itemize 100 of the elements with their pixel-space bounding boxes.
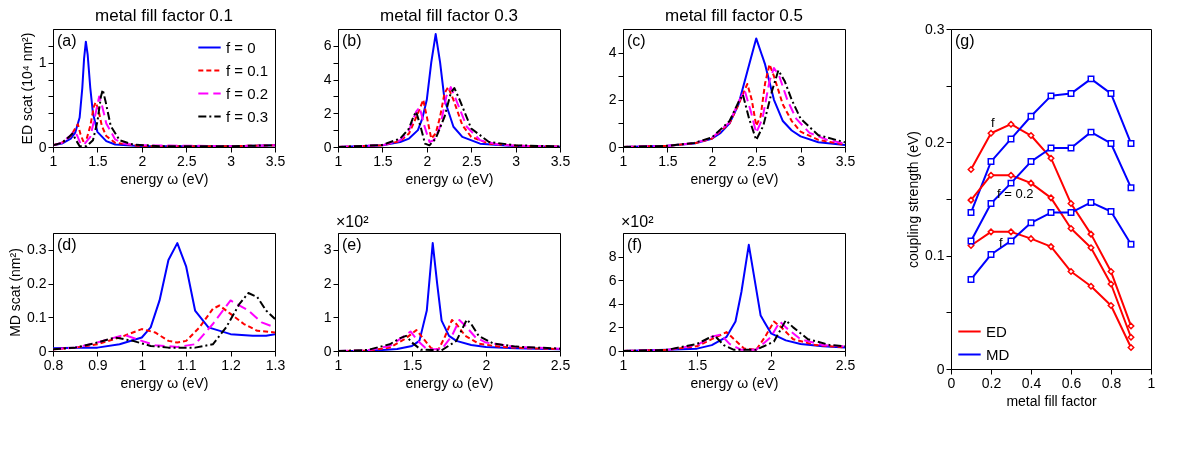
point (1067, 200, 1075, 208)
y-tick-label: 1 (323, 308, 332, 325)
point (1027, 132, 1035, 140)
y-axis-title: coupling strength (eV) (905, 131, 922, 268)
point (1027, 112, 1035, 120)
chart-title: metal fill factor 0.5 (665, 6, 803, 25)
point (1087, 75, 1095, 83)
x-tick-label: 3 (227, 152, 236, 169)
point (1087, 198, 1095, 206)
y-tick-label: 4 (608, 295, 617, 312)
point (1107, 139, 1115, 147)
x-tick-label: 2.5 (746, 152, 767, 169)
chart-title: metal fill factor 0.1 (95, 6, 233, 25)
y-tick-label: 0.1 (27, 308, 47, 325)
point (1087, 244, 1095, 252)
x-axis-title: energy ω (eV) (690, 170, 779, 187)
x-tick-label: 0.8 (43, 356, 64, 373)
x-axis-title: metal fill factor (1006, 392, 1097, 409)
annotation: f = 0.2 (997, 185, 1034, 201)
point (1047, 92, 1055, 100)
annotation: (e) (342, 236, 362, 253)
y-tick-label: 0.2 (925, 133, 945, 150)
annotation: (a) (57, 32, 77, 49)
legend-label: MD (986, 345, 1010, 363)
x-tick-label: 2.5 (176, 152, 197, 169)
y-tick-label: 4 (323, 71, 332, 88)
y-tick-label: 0.2 (27, 275, 47, 292)
annotation: f (991, 115, 995, 131)
point (1067, 90, 1075, 98)
y-axis-title: MD scat (nm²) (7, 248, 24, 337)
x-tick-label: 0 (947, 374, 956, 391)
x-tick-label: 1.5 (373, 152, 393, 169)
point (1067, 268, 1075, 276)
x-tick-label: 1.5 (687, 356, 708, 373)
x-tick-label: 1.3 (265, 356, 286, 373)
annotation: (c) (627, 32, 646, 49)
x-tick-label: 0.2 (981, 374, 1002, 391)
point (1127, 139, 1135, 147)
x-tick-label: 3.5 (265, 152, 286, 169)
y-tick-label: 0 (38, 138, 47, 155)
x-axis-title: energy ω (eV) (120, 374, 209, 391)
x-tick-label: 1 (138, 356, 147, 373)
x-tick-label: 1 (619, 356, 628, 373)
y-tick-label: 0.3 (925, 20, 945, 37)
point (967, 166, 975, 174)
legend-label: f = 0 (226, 38, 256, 56)
legend-label: f = 0.2 (226, 84, 269, 102)
x-tick-label: 1 (334, 356, 343, 373)
point (1127, 343, 1135, 351)
annotation: f (999, 235, 1003, 251)
y-tick-label: 4 (608, 44, 617, 61)
x-tick-label: 0.8 (1101, 374, 1122, 391)
y-tick-label: 2 (608, 318, 617, 335)
y-tick-label: 0 (323, 342, 332, 359)
x-axis-title: energy ω (eV) (120, 170, 209, 187)
y-tick-label: 2 (323, 275, 332, 292)
point (1127, 240, 1135, 248)
y-tick-label: 0 (323, 138, 332, 155)
point (967, 237, 975, 245)
point (1027, 235, 1035, 243)
annotation: (g) (955, 32, 975, 49)
x-tick-label: 0.4 (1021, 374, 1042, 391)
x-tick-label: 3.5 (835, 152, 856, 169)
point (1107, 302, 1115, 310)
y-axis-title: ED scat (10⁴ nm²) (18, 32, 35, 145)
x-tick-label: 3 (512, 152, 521, 169)
text: ×10² (621, 213, 655, 230)
annotation: (b) (342, 32, 362, 49)
x-tick-label: 1.5 (658, 152, 678, 169)
x-tick-label: 2 (767, 356, 776, 373)
legend-label: f = 0.1 (226, 61, 269, 79)
annotation: (f) (627, 236, 643, 253)
x-tick-label: 2.5 (835, 356, 856, 373)
text: ×10² (336, 213, 370, 230)
point (1107, 90, 1115, 98)
x-tick-label: 1.5 (88, 152, 108, 169)
x-axis-title: energy ω (eV) (690, 374, 779, 391)
x-tick-label: 1 (49, 152, 58, 169)
point (1007, 135, 1015, 143)
legend-label: f = 0.3 (226, 107, 269, 125)
x-tick-label: 1 (334, 152, 343, 169)
y-tick-label: 0 (608, 342, 617, 359)
point (967, 209, 975, 217)
y-tick-label: 8 (608, 248, 617, 265)
point (1027, 158, 1035, 166)
y-tick-label: 0 (38, 342, 47, 359)
y-tick-label: 6 (323, 37, 332, 54)
y-tick-label: 2 (323, 104, 332, 121)
x-axis-title: energy ω (eV) (405, 170, 494, 187)
point (1007, 237, 1015, 245)
point (1127, 184, 1135, 192)
point (1087, 282, 1095, 290)
x-tick-label: 1.2 (221, 356, 242, 373)
x-tick-label: 1 (1147, 374, 1156, 391)
x-tick-label: 3.5 (550, 152, 571, 169)
point (1027, 219, 1035, 227)
x-tick-label: 1.1 (176, 356, 197, 373)
y-tick-label: 0 (608, 138, 617, 155)
x-axis-title: energy ω (eV) (405, 374, 494, 391)
y-tick-label: 0.1 (925, 247, 945, 264)
